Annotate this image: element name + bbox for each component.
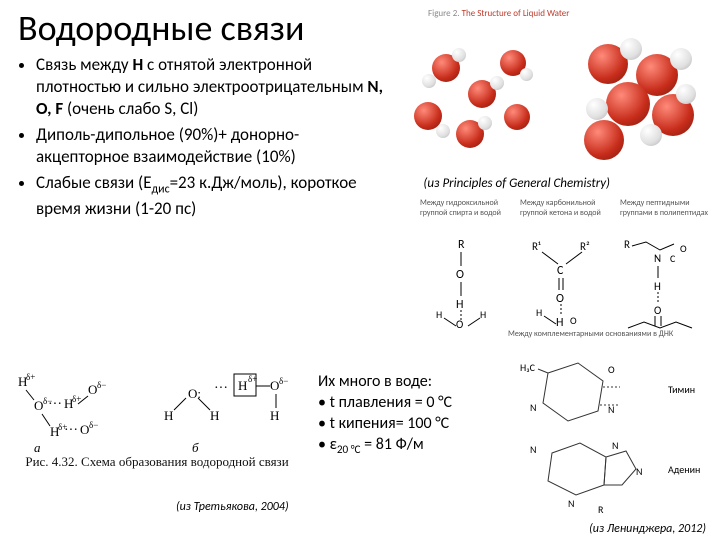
svg-text:H: H — [456, 298, 463, 312]
svg-text:H: H — [270, 408, 279, 423]
svg-text:O: O — [80, 422, 89, 437]
svg-text:···: ··· — [48, 397, 62, 412]
citation-tretyakov: (из Третьякова, 2004) — [176, 500, 289, 514]
svg-text:···: ··· — [214, 381, 228, 396]
bullet-2: Диполь-дипольное (90%)+ донорно-акцептор… — [36, 124, 388, 168]
svg-text:R¹: R¹ — [532, 240, 541, 253]
svg-text:H: H — [654, 280, 661, 293]
figure-water-3d: Figure 2. The Structure of Liquid Water — [408, 8, 708, 166]
svg-text:δ−: δ− — [89, 420, 98, 430]
svg-text:H: H — [480, 308, 486, 321]
svg-text:H: H — [436, 308, 442, 321]
hbond-col3-header: Между пептидными группами в полипептидах — [620, 198, 710, 218]
svg-text:N: N — [530, 443, 536, 456]
water-line-2: • t кипения= 100 °C — [318, 414, 452, 433]
svg-text:C: C — [670, 252, 676, 265]
svg-text:O: O — [570, 314, 577, 327]
svg-text:C: C — [557, 264, 564, 278]
svg-text:H: H — [210, 408, 219, 423]
hbond-col2-header: Между карбонильной группой кетона и водо… — [520, 198, 610, 218]
figure-dna-caption: Между комплементарными основаниями в ДНК — [508, 330, 708, 339]
svg-text:H: H — [536, 306, 542, 319]
citation-lehninger: (из Ленинджера, 2012) — [589, 522, 706, 536]
svg-text:O: O — [456, 268, 464, 282]
figure-4-32-caption: Рис. 4.32. Схема образования водородной … — [12, 454, 302, 470]
svg-text:H: H — [238, 378, 247, 393]
svg-text:O: O — [556, 292, 564, 306]
svg-text:R: R — [598, 503, 604, 513]
bullet-list: Связь между H с отнятой электронной плот… — [18, 54, 388, 224]
svg-text:O: O — [88, 382, 97, 397]
svg-text:O: O — [608, 363, 615, 376]
svg-text:б: б — [192, 440, 199, 454]
water-header: Их много в воде: — [318, 372, 452, 391]
figure-water-3d-caption: Figure 2. The Structure of Liquid Water — [428, 8, 569, 19]
svg-text:R²: R² — [580, 240, 590, 253]
svg-text:R: R — [624, 238, 630, 251]
svg-text:···: ··· — [64, 423, 78, 438]
svg-text:δ+: δ+ — [26, 372, 35, 382]
svg-text:O: O — [456, 318, 463, 328]
svg-text:R: R — [458, 238, 465, 252]
water-line-3: • ε20 °C = 81 Ф/м — [318, 435, 452, 457]
water-properties: Их много в воде: • t плавления = 0 °C • … — [318, 372, 452, 459]
svg-text:δ+: δ+ — [248, 374, 257, 384]
svg-text:H: H — [556, 316, 563, 328]
svg-text:H: H — [164, 408, 173, 423]
svg-text:N: N — [636, 465, 642, 478]
bullet-1: Связь между H с отнятой электронной плот… — [36, 54, 388, 120]
svg-text:N: N — [530, 401, 536, 414]
svg-text:Тимин: Тимин — [668, 383, 695, 396]
svg-text:Аденин: Аденин — [668, 463, 700, 476]
water-line-1: • t плавления = 0 °C — [318, 393, 452, 412]
bullet-3: Слабые связи (Едис=23 к.Дж/моль), коротк… — [36, 172, 388, 220]
svg-text:N: N — [654, 252, 661, 265]
svg-text:N: N — [612, 439, 618, 452]
figure-dna-bases: Между комплементарными основаниями в ДНК… — [508, 330, 708, 530]
svg-text:O: O — [270, 378, 279, 393]
svg-text:O: O — [654, 304, 661, 317]
svg-text:δ−: δ− — [279, 376, 288, 386]
hbond-col1-header: Между гидроксильной группой спирта и вод… — [420, 198, 510, 218]
svg-text:O: O — [34, 398, 43, 413]
figure-4-32: Hδ+ Oδ− ··· Hδ+ Oδ− Hδ+ ··· Oδ− а O: H H… — [12, 358, 302, 458]
figure-hbond-examples: Между гидроксильной группой спирта и вод… — [420, 198, 710, 328]
svg-text:N: N — [568, 497, 574, 510]
svg-text:O: O — [680, 242, 687, 255]
citation-principles: (из Principles of General Chemistry) — [423, 176, 610, 191]
svg-text:δ−: δ− — [97, 380, 106, 390]
svg-text:а: а — [34, 440, 41, 454]
svg-text:H₃C: H₃C — [520, 361, 536, 374]
